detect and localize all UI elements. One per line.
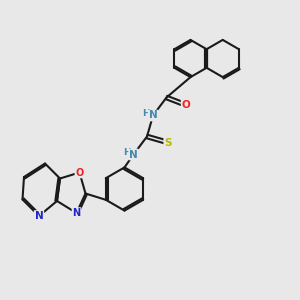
Text: S: S [164, 137, 172, 148]
Text: H: H [142, 109, 150, 118]
Text: O: O [182, 100, 190, 110]
Text: N: N [129, 149, 138, 160]
Text: N: N [72, 208, 81, 218]
Text: N: N [34, 211, 43, 221]
Text: H: H [123, 148, 131, 157]
Text: O: O [75, 167, 84, 178]
Text: N: N [148, 110, 158, 121]
